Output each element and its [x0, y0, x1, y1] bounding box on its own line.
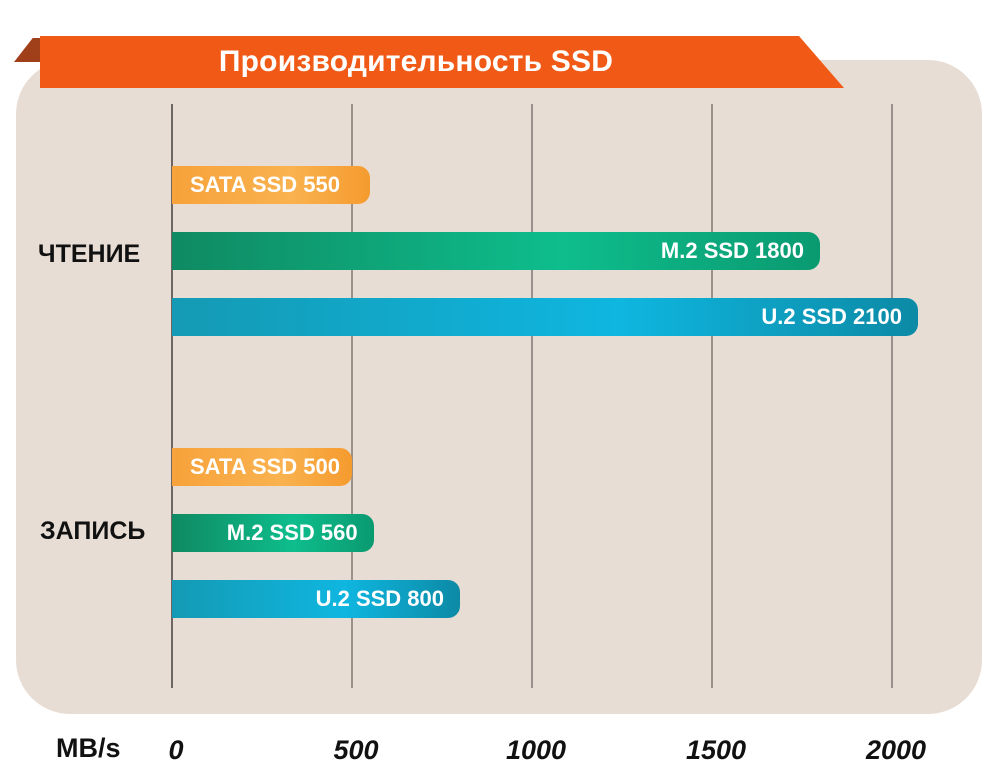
group-label-read: ЧТЕНИЕ	[38, 240, 141, 268]
x-tick-label: 1000	[505, 735, 567, 765]
bar-data-label: U.2 SSD 800	[315, 586, 444, 611]
title-banner: Производительность SSD	[40, 36, 844, 88]
x-tick-label: 1500	[685, 735, 747, 765]
x-tick-label: 2000	[865, 735, 927, 765]
bar-data-label: M.2 SSD 1800	[660, 238, 804, 263]
bar-data-label: SATA SSD 550	[190, 172, 340, 197]
grid-line-500	[351, 104, 353, 688]
chart-panel	[16, 60, 982, 714]
x-tick-label: 500	[333, 735, 379, 765]
grid-line-0	[171, 104, 173, 688]
bar-read-sata: SATA SSD 550	[172, 166, 370, 204]
x-tick-label: 0	[168, 735, 184, 765]
bar-read-m2: M.2 SSD 1800	[172, 232, 820, 270]
grid-line-1000	[531, 104, 533, 688]
bar-data-label: M.2 SSD 560	[226, 520, 358, 545]
bar-read-u2: U.2 SSD 2100	[172, 298, 918, 336]
chart-title: Производительность SSD	[218, 45, 614, 78]
bar-write-sata: SATA SSD 500	[172, 448, 352, 486]
x-axis-unit: MB/s	[56, 733, 121, 763]
bar-write-m2: M.2 SSD 560	[172, 514, 374, 552]
grid-line-2000	[891, 104, 893, 688]
bar-data-label: SATA SSD 500	[190, 454, 340, 479]
bar-write-u2: U.2 SSD 800	[172, 580, 460, 618]
grid-line-1500	[711, 104, 713, 688]
group-label-write: ЗАПИСЬ	[40, 517, 146, 545]
bar-data-label: U.2 SSD 2100	[761, 304, 902, 329]
